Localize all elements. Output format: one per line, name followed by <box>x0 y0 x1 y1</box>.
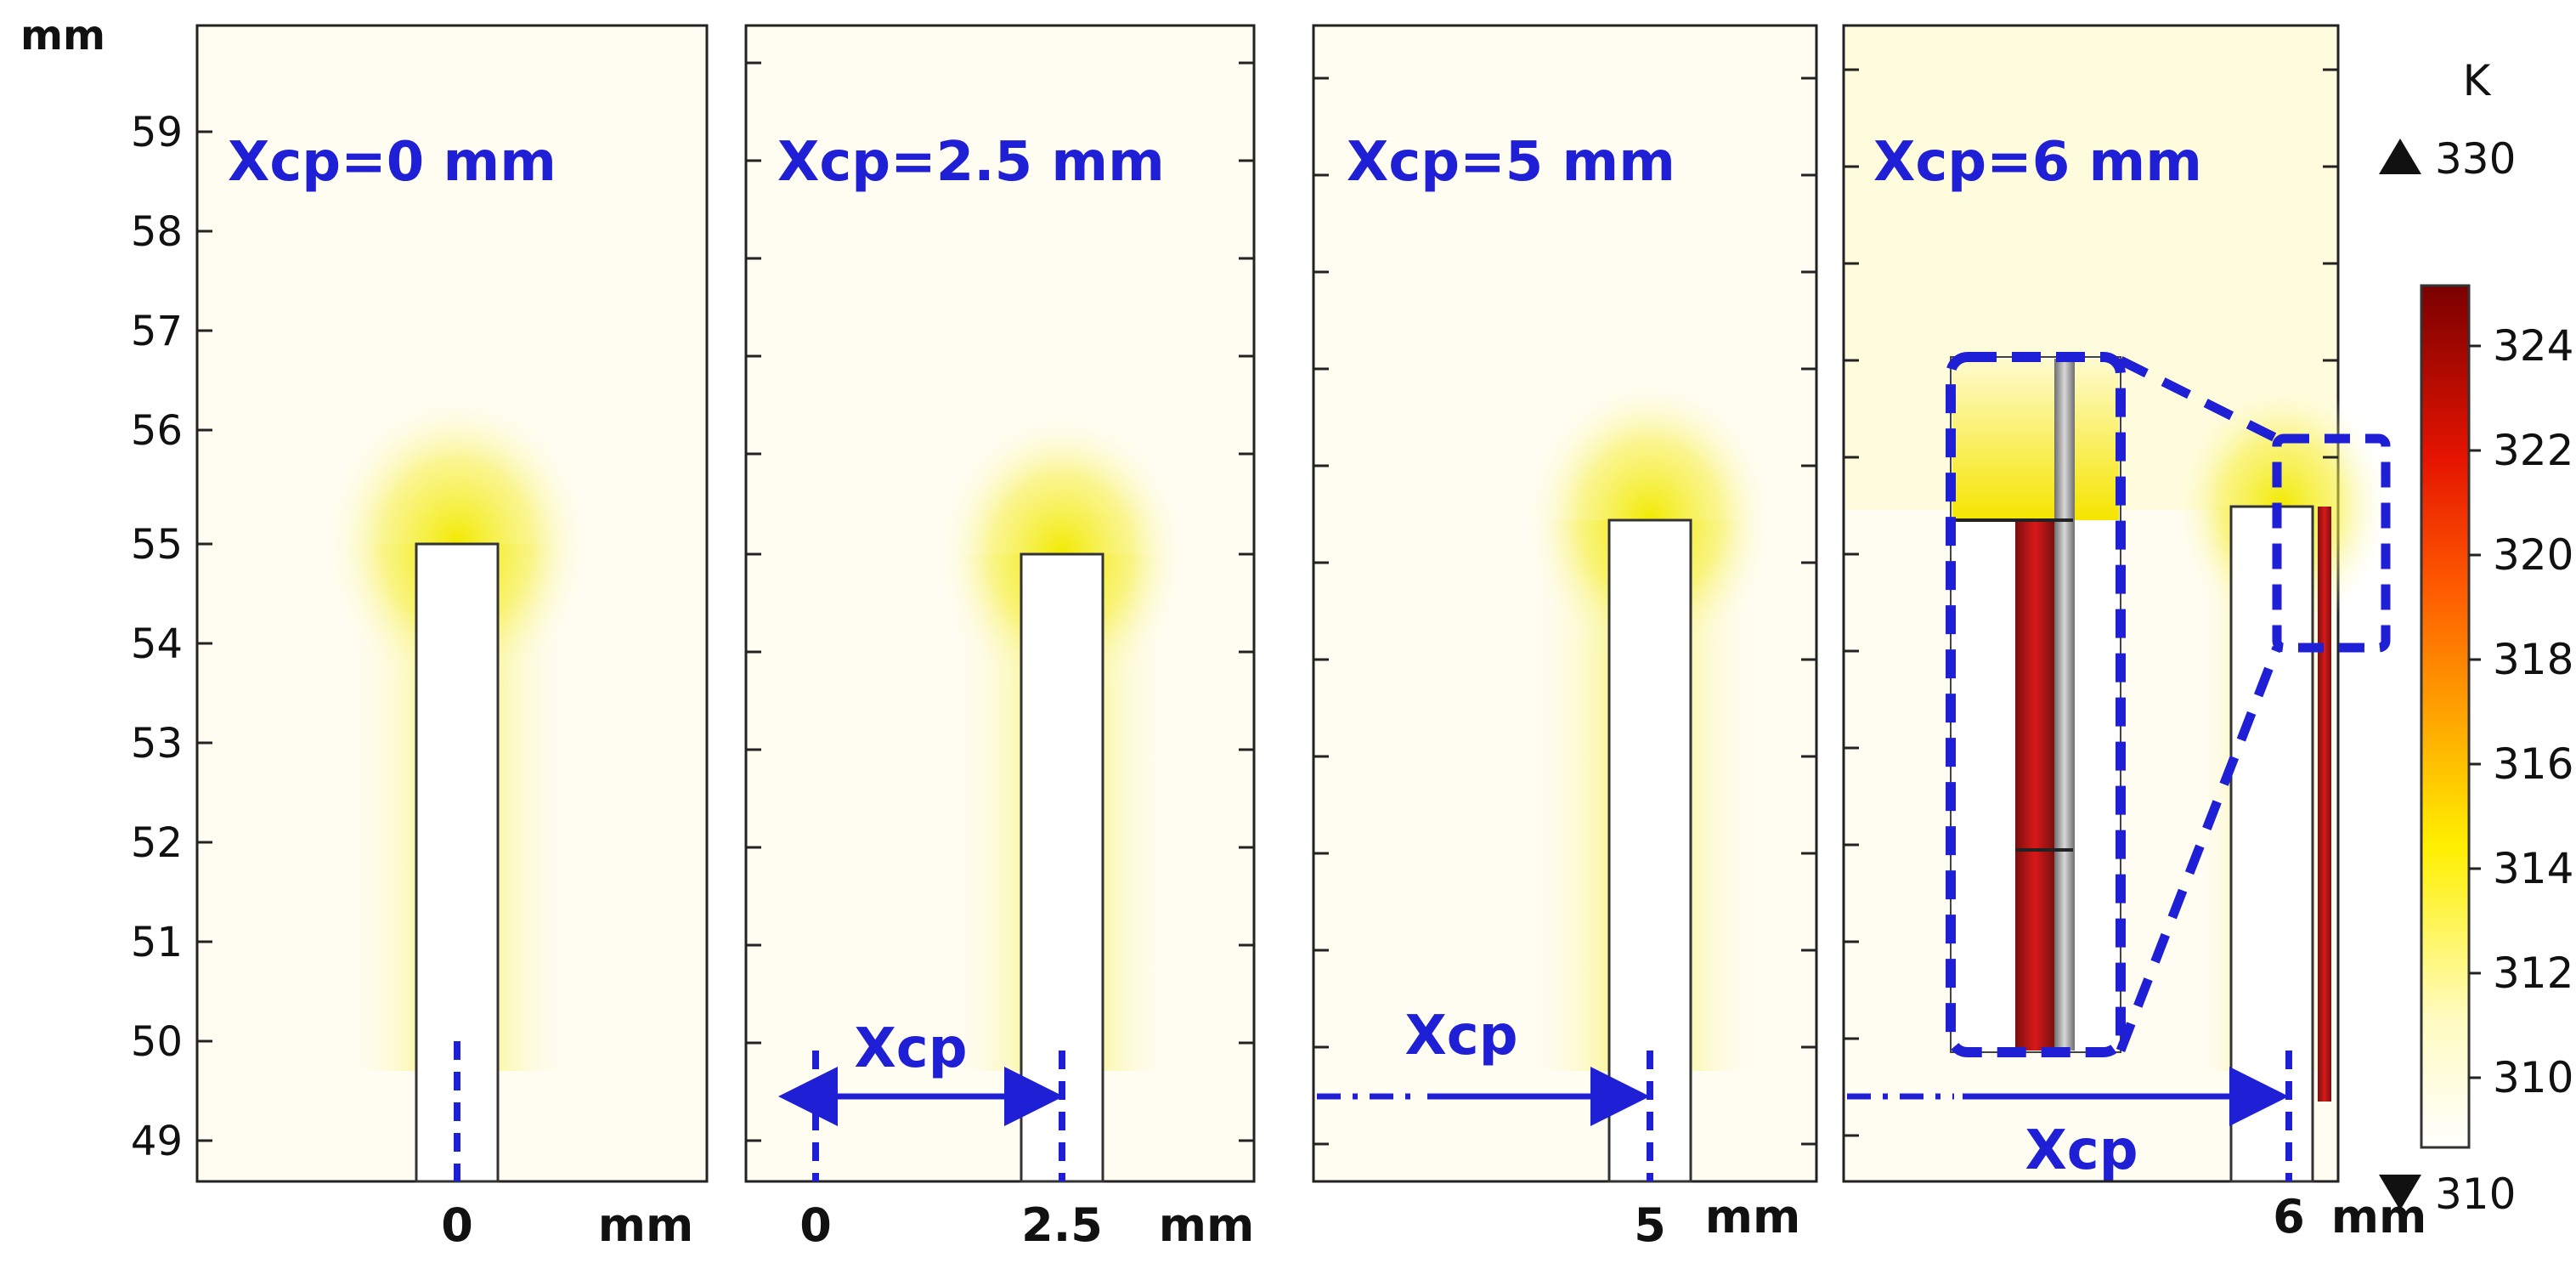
x-tick-label: 2.5 <box>1021 1198 1103 1252</box>
zoom-wall-strip <box>2054 359 2075 1051</box>
panel-title: Xcp=6 mm <box>1873 131 2202 194</box>
colorbar-tick-label: 314 <box>2493 844 2573 893</box>
colorbar-max-marker: 330 <box>2435 134 2516 184</box>
zoom-hot-strip <box>2015 520 2054 1051</box>
zoom-warm-region <box>1952 359 2119 520</box>
max-triangle-icon <box>2379 139 2421 174</box>
colorbar-min-marker: 310 <box>2435 1170 2516 1219</box>
y-axis-unit-label: mm <box>20 12 105 59</box>
y-tick-label: 55 <box>131 521 183 569</box>
y-tick-label: 59 <box>131 109 183 156</box>
colorbar-tick-label: 324 <box>2493 321 2573 371</box>
zoom-source-box <box>2272 433 2391 653</box>
colorbar-tick-label: 318 <box>2493 635 2573 684</box>
panel-xcp-0: 59 58 57 56 55 54 53 52 51 50 49 Xcp=0 m… <box>131 24 709 1252</box>
x-axis-unit: mm <box>598 1198 694 1252</box>
colorbar: K 330 324 322 320 318 316 314 312 310 31… <box>2379 56 2573 1219</box>
xcp-label: Xcp <box>2025 1119 2138 1182</box>
y-tick-label: 58 <box>131 208 183 256</box>
x-tick-label: 0 <box>799 1198 832 1252</box>
y-axis-tick-labels: 59 58 57 56 55 54 53 52 51 50 49 <box>131 109 183 1165</box>
y-axis-ticks <box>197 130 212 1142</box>
x-axis-unit: mm <box>2331 1190 2427 1243</box>
y-tick-label: 57 <box>131 308 183 355</box>
panel-title: Xcp=2.5 mm <box>777 131 1165 194</box>
xcp-label: Xcp <box>1404 1005 1517 1068</box>
x-axis-unit: mm <box>1705 1190 1801 1243</box>
colorbar-tick-label: 312 <box>2493 949 2573 998</box>
y-tick-label: 49 <box>131 1118 183 1165</box>
colorbar-tick-label: 320 <box>2493 530 2573 580</box>
colorbar-tick-label: 316 <box>2493 739 2573 789</box>
y-tick-label: 52 <box>131 819 183 867</box>
zoom-connector-bottom <box>2116 646 2282 1052</box>
min-triangle-icon <box>2379 1175 2421 1210</box>
hot-wall-strip <box>2318 507 2331 1102</box>
panel-xcp-6: Xcp=6 mm Xcp 6 mm <box>1842 24 2427 1243</box>
colorbar-tick-label: 310 <box>2493 1053 2573 1102</box>
zoom-inset-frame <box>1946 352 2126 1057</box>
x-axis-unit: mm <box>1159 1198 1255 1252</box>
y-tick-label: 53 <box>131 720 183 767</box>
x-tick-label: 0 <box>441 1198 473 1252</box>
panel-xcp-5: Xcp=5 mm Xcp 5 mm <box>1312 24 1818 1252</box>
x-tick-label: 6 <box>2273 1190 2305 1243</box>
panel-title: Xcp=0 mm <box>228 131 556 194</box>
panel-xcp-2-5: Xcp=2.5 mm Xcp 0 2.5 mm <box>744 24 1256 1252</box>
zoom-connector-top <box>2118 356 2279 443</box>
zoom-inset <box>1946 352 2126 1057</box>
axis-ticks <box>1313 76 1816 1146</box>
colorbar-unit: K <box>2463 56 2492 105</box>
colorbar-gradient <box>2420 284 2471 1149</box>
panel-title: Xcp=5 mm <box>1347 131 1675 194</box>
heater-element <box>2229 505 2314 1183</box>
y-tick-label: 54 <box>131 620 183 668</box>
y-tick-label: 51 <box>131 919 183 966</box>
colorbar-ticks <box>2469 344 2481 1079</box>
xcp-label: Xcp <box>854 1017 967 1080</box>
axis-ticks <box>1844 68 2338 1137</box>
y-tick-label: 56 <box>131 407 183 455</box>
axis-ticks <box>746 61 1254 1142</box>
colorbar-tick-label: 322 <box>2493 426 2573 475</box>
x-tick-label: 5 <box>1634 1198 1666 1252</box>
y-tick-label: 50 <box>131 1018 183 1066</box>
